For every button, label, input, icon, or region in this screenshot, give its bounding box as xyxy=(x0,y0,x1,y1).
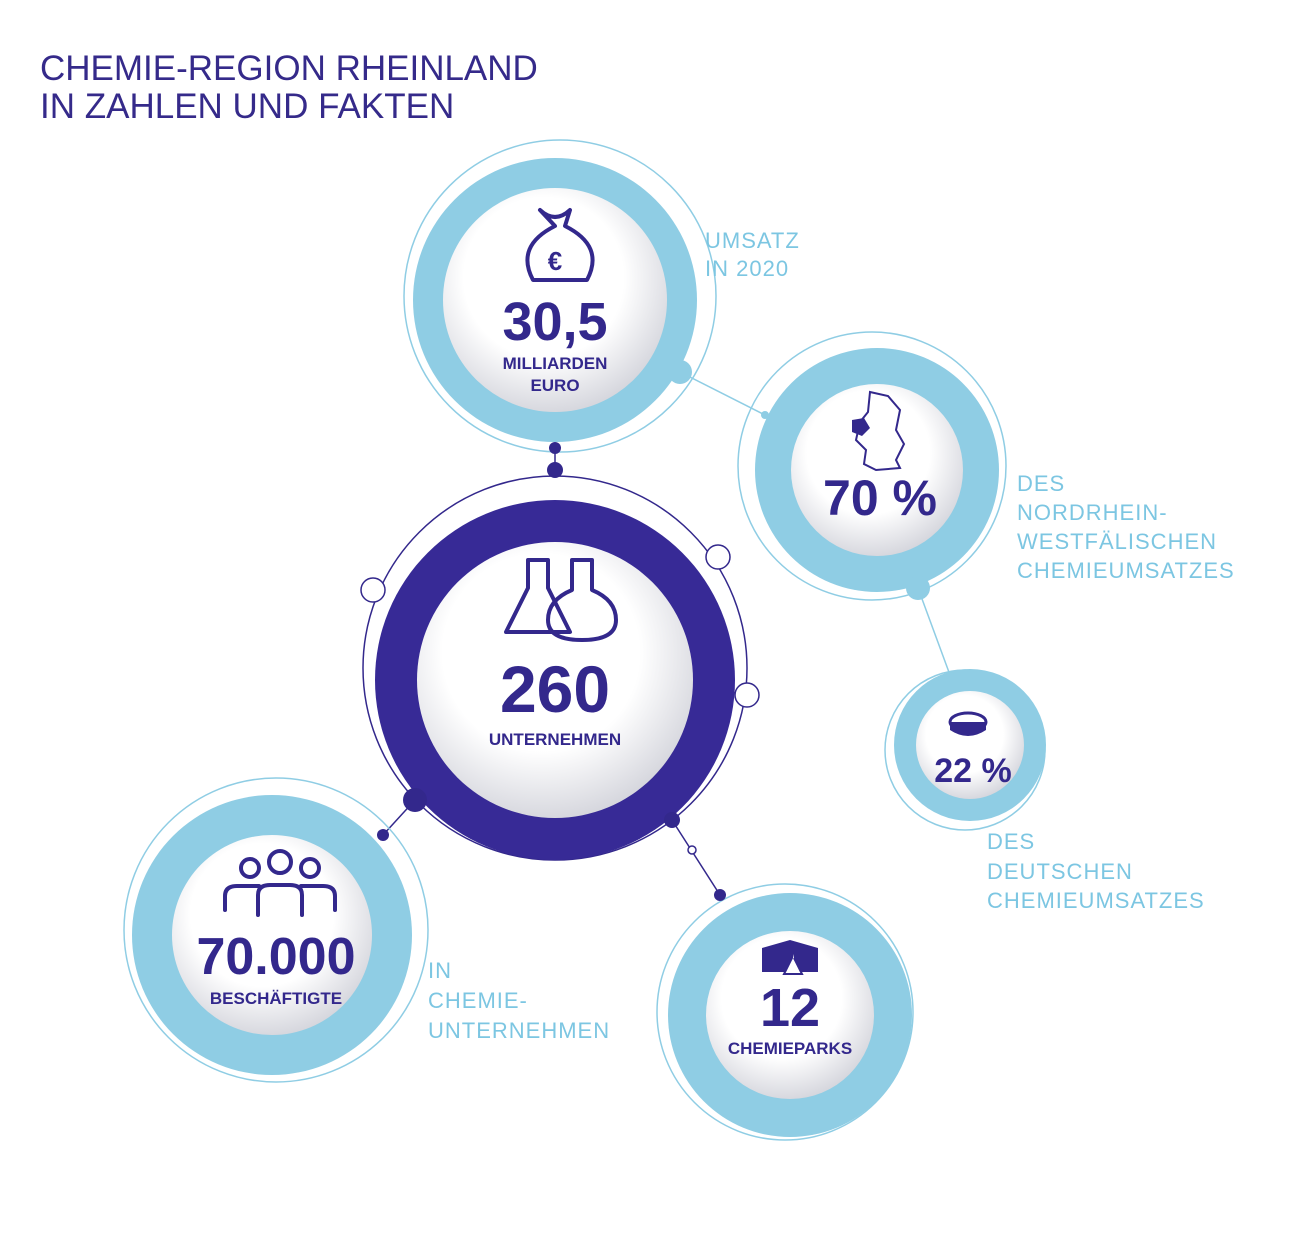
node-value: 260 xyxy=(500,652,610,726)
caption: WESTFÄLISCHEN xyxy=(1017,529,1217,554)
caption: CHEMIE- xyxy=(428,988,528,1013)
caption: DES xyxy=(1017,471,1065,496)
node-value: 70 % xyxy=(823,470,937,526)
node-unit: CHEMIEPARKS xyxy=(728,1039,852,1058)
node-revenue: € 30,5 MILLIARDEN EURO xyxy=(403,139,717,453)
caption: UNTERNEHMEN xyxy=(428,1018,610,1043)
caption: DEUTSCHEN xyxy=(987,859,1133,884)
node-value: 12 xyxy=(760,978,820,1038)
node-nrw: 70 % xyxy=(737,331,1007,601)
node-employees: 70.000 BESCHÄFTIGTE xyxy=(123,777,429,1083)
title-line: CHEMIE-REGION RHEINLAND xyxy=(40,49,538,88)
caption: DES xyxy=(987,829,1035,854)
title-line: IN ZAHLEN UND FAKTEN xyxy=(40,87,454,126)
svg-text:€: € xyxy=(548,246,562,276)
caption: NORDRHEIN- xyxy=(1017,500,1168,525)
node-unit: MILLIARDEN xyxy=(503,354,608,373)
node-companies: 260 UNTERNEHMEN xyxy=(362,475,748,861)
caption: IN xyxy=(428,958,452,983)
caption: UMSATZ xyxy=(705,228,800,253)
node-value: 70.000 xyxy=(196,928,355,986)
node-unit: EURO xyxy=(530,376,579,395)
node-germany: 22 % xyxy=(884,669,1046,831)
caption: CHEMIEUMSATZES xyxy=(1017,558,1235,583)
caption: CHEMIEUMSATZES xyxy=(987,888,1205,913)
node-value: 22 % xyxy=(934,752,1012,790)
node-unit: UNTERNEHMEN xyxy=(489,730,621,749)
node-unit: BESCHÄFTIGTE xyxy=(210,989,342,1008)
node-parks: 12 CHEMIEPARKS xyxy=(656,883,914,1141)
caption: IN 2020 xyxy=(705,256,789,281)
connector-dots xyxy=(360,360,954,901)
node-value: 30,5 xyxy=(502,292,607,352)
